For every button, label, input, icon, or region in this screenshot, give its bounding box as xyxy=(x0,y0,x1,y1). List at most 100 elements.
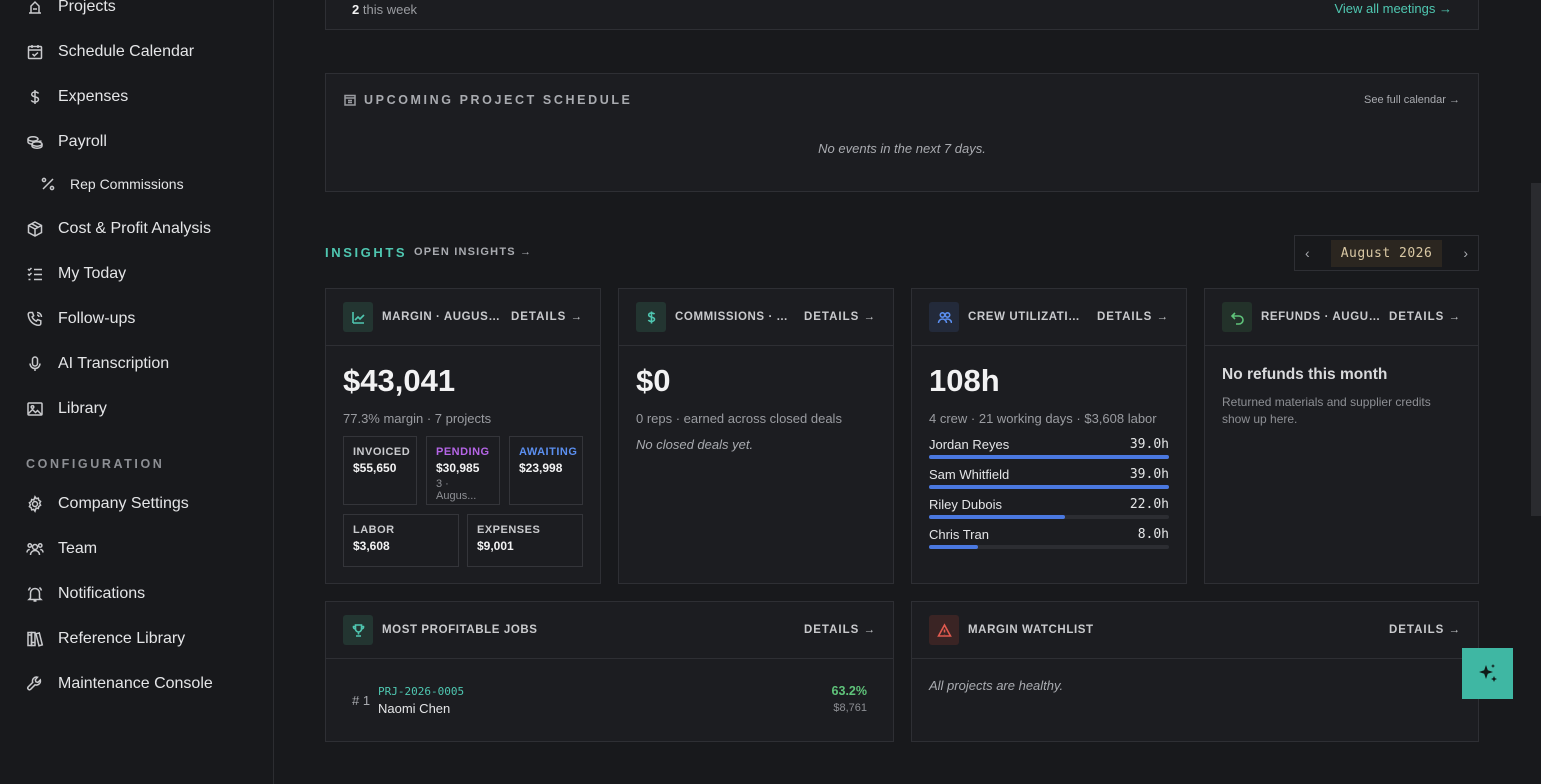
sidebar-item-library[interactable]: Library xyxy=(26,397,107,421)
mic-icon xyxy=(29,356,41,371)
pending-value: $30,985 xyxy=(436,461,480,475)
sidebar-item-expenses[interactable]: Expenses xyxy=(26,85,128,109)
margin-card-title: MARGIN · AUGUST 2026 xyxy=(382,311,503,323)
job-profit-amount: $8,761 xyxy=(833,702,867,714)
sidebar-item-my-today[interactable]: My Today xyxy=(26,262,126,286)
calendar-icon xyxy=(27,45,43,60)
open-insights-link[interactable]: OPEN INSIGHTS → xyxy=(414,246,533,258)
job-margin-pct: 63.2% xyxy=(831,684,867,698)
crew-bar-track xyxy=(929,455,1169,459)
schedule-empty-message: No events in the next 7 days. xyxy=(818,141,986,156)
sidebar-item-team[interactable]: Team xyxy=(26,537,97,561)
insights-label: INSIGHTS xyxy=(325,245,408,260)
crew-bar-fill xyxy=(929,545,979,549)
crew-bar-fill xyxy=(929,485,1169,489)
percent-icon xyxy=(41,177,55,191)
margin-details-link[interactable]: DETAILS → xyxy=(510,311,583,323)
margin-watchlist-card: MARGIN WATCHLIST DETAILS → All projects … xyxy=(911,601,1479,742)
crew-details-link[interactable]: DETAILS → xyxy=(1096,311,1169,323)
margin-value: $43,041 xyxy=(343,363,456,398)
crew-name: Riley Dubois xyxy=(929,497,1002,512)
sidebar-item-company-settings[interactable]: Company Settings xyxy=(26,492,189,516)
meetings-count: 2 xyxy=(352,2,360,17)
bell-icon xyxy=(27,586,43,602)
configuration-label: CONFIGURATION xyxy=(26,457,165,471)
crew-card-title: CREW UTILIZATION · AUGUST 2026 xyxy=(968,311,1089,323)
sidebar-item-reference-library[interactable]: Reference Library xyxy=(26,627,185,651)
see-full-calendar-link[interactable]: See full calendar → xyxy=(1364,94,1460,106)
watchlist-card-header: MARGIN WATCHLIST DETAILS → xyxy=(912,602,1478,659)
sidebar-item-cost-profit-analysis[interactable]: Cost & Profit Analysis xyxy=(26,217,211,241)
crew-name: Sam Whitfield xyxy=(929,467,1010,482)
crew-hours: 39.0h xyxy=(1129,437,1169,452)
margin-summary: 77.3% margin · 7 projects xyxy=(343,411,492,426)
prev-month-button[interactable]: ‹ xyxy=(1305,245,1310,261)
schedule-title: UPCOMING PROJECT SCHEDULE xyxy=(344,93,633,107)
crew-card-header: CREW UTILIZATION · AUGUST 2026 DETAILS → xyxy=(912,289,1186,346)
crew-name: Jordan Reyes xyxy=(929,437,1010,452)
profitable-card-header: MOST PROFITABLE JOBS DETAILS → xyxy=(326,602,893,659)
sparkle-icon xyxy=(1478,663,1497,682)
labor-label: LABOR xyxy=(353,524,395,536)
view-all-meetings-link[interactable]: View all meetings → xyxy=(1334,1,1452,16)
crew-utilization-card: CREW UTILIZATION · AUGUST 2026 DETAILS →… xyxy=(911,288,1187,584)
crew-hours: 39.0h xyxy=(1129,467,1169,482)
scrollbar-thumb[interactable] xyxy=(1531,183,1541,516)
expenses-stat: EXPENSES $9,001 xyxy=(467,514,583,567)
commissions-empty-message: No closed deals yet. xyxy=(636,437,754,452)
job-code-link[interactable]: PRJ-2026-0005 xyxy=(378,685,465,698)
invoiced-stat: INVOICED $55,650 xyxy=(343,436,417,505)
dollar-icon xyxy=(636,302,666,332)
invoiced-value: $55,650 xyxy=(353,461,397,475)
sidebar-item-follow-ups[interactable]: Follow-ups xyxy=(26,307,135,331)
upcoming-schedule-card: UPCOMING PROJECT SCHEDULE See full calen… xyxy=(325,73,1479,192)
crew-bar-track xyxy=(929,485,1169,489)
watchlist-details-link[interactable]: DETAILS → xyxy=(1388,624,1461,636)
refunds-details-link[interactable]: DETAILS → xyxy=(1388,311,1461,323)
crew-bar-fill xyxy=(929,515,1065,519)
current-period: August 2026 xyxy=(1330,239,1443,267)
commissions-card: COMMISSIONS · AUGUST 2026 DETAILS → $0 0… xyxy=(618,288,894,584)
sidebar-item-ai-transcription[interactable]: AI Transcription xyxy=(26,352,169,376)
refunds-card: REFUNDS · AUGUST 2026 DETAILS → No refun… xyxy=(1204,288,1479,584)
sidebar-item-maintenance-console[interactable]: Maintenance Console xyxy=(26,672,213,696)
sidebar-item-schedule-calendar[interactable]: Schedule Calendar xyxy=(26,40,194,64)
sidebar: Projects Schedule Calendar Expenses Payr… xyxy=(0,0,274,784)
refunds-card-header: REFUNDS · AUGUST 2026 DETAILS → xyxy=(1205,289,1478,346)
job-client: Naomi Chen xyxy=(378,701,451,716)
sidebar-item-rep-commissions[interactable]: Rep Commissions xyxy=(40,172,184,196)
awaiting-value: $23,998 xyxy=(519,461,563,475)
meetings-card: 2 this week View all meetings → xyxy=(325,0,1479,30)
expenses-label: EXPENSES xyxy=(477,524,541,536)
crew-bar-fill xyxy=(929,455,1169,459)
crew-row: Jordan Reyes 39.0h xyxy=(929,437,1169,467)
crew-hours: 22.0h xyxy=(1129,497,1169,512)
labor-stat: LABOR $3,608 xyxy=(343,514,459,567)
crew-name: Chris Tran xyxy=(929,527,989,542)
crew-hours-value: 108h xyxy=(929,363,1000,398)
profitable-details-link[interactable]: DETAILS → xyxy=(803,624,876,636)
sidebar-item-payroll[interactable]: Payroll xyxy=(26,130,107,154)
invoiced-label: INVOICED xyxy=(353,446,411,458)
awaiting-label: AWAITING xyxy=(519,446,578,458)
labor-value: $3,608 xyxy=(353,539,390,553)
main-content: 2 this week View all meetings → UPCOMING… xyxy=(274,0,1541,784)
trend-icon xyxy=(343,302,373,332)
team-icon xyxy=(26,543,44,556)
refunds-card-title: REFUNDS · AUGUST 2026 xyxy=(1261,311,1381,323)
sidebar-item-notifications[interactable]: Notifications xyxy=(26,582,145,606)
refunds-empty-heading: No refunds this month xyxy=(1222,366,1388,383)
commissions-card-title: COMMISSIONS · AUGUST 2026 xyxy=(675,311,796,323)
pending-label: PENDING xyxy=(436,446,490,458)
period-selector: ‹ August 2026 › xyxy=(1294,235,1479,271)
crew-hours: 8.0h xyxy=(1137,527,1169,542)
meetings-count-line: 2 this week xyxy=(352,2,417,17)
crew-icon xyxy=(929,302,959,332)
sidebar-item-projects[interactable]: Projects xyxy=(26,0,116,19)
watchlist-empty-message: All projects are healthy. xyxy=(929,678,1064,693)
next-month-button[interactable]: › xyxy=(1463,245,1468,261)
most-profitable-jobs-card: MOST PROFITABLE JOBS DETAILS → # 1 PRJ-2… xyxy=(325,601,894,742)
commissions-details-link[interactable]: DETAILS → xyxy=(803,311,876,323)
pending-extra: 3 · Augus... xyxy=(436,478,477,502)
ai-assistant-button[interactable] xyxy=(1462,648,1513,699)
